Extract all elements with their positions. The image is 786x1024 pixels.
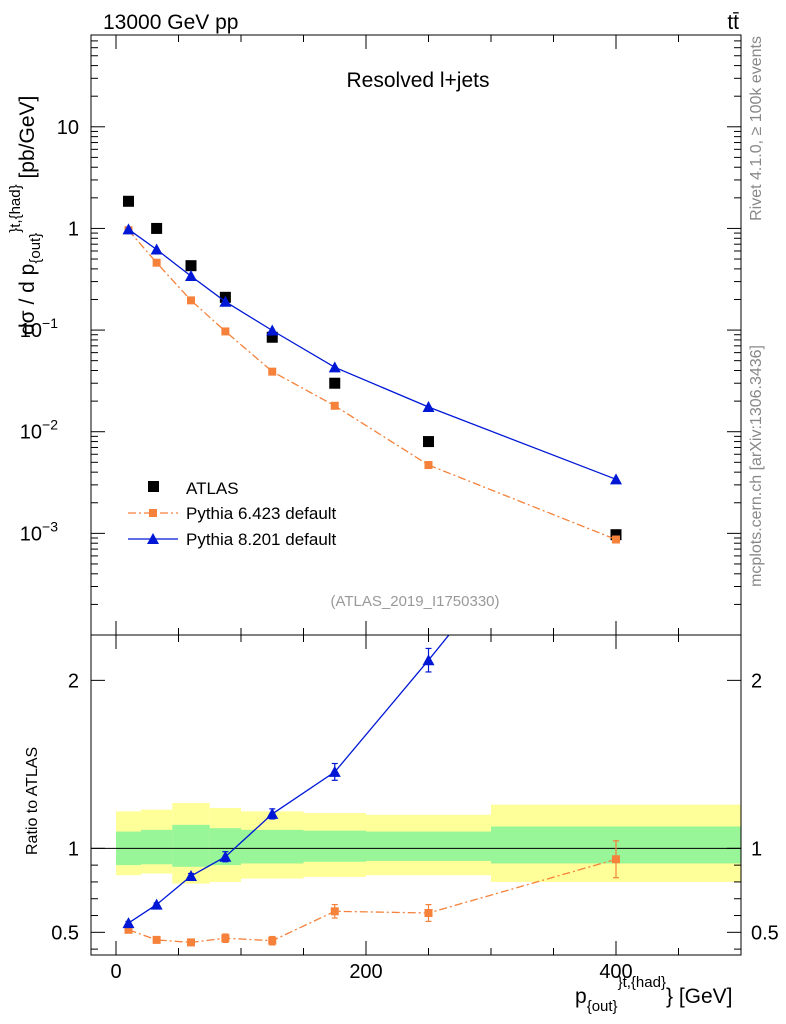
main-y-tick-label: 1 bbox=[68, 218, 79, 240]
main-point-py8 bbox=[610, 473, 622, 485]
main-y-tick-label: 10 bbox=[57, 117, 79, 139]
main-point-py6 bbox=[221, 327, 230, 336]
main-y-ticks: 10 1 10−1 10−2 10−3 bbox=[20, 34, 741, 636]
ratio-point-py8 bbox=[328, 765, 341, 777]
main-point-py8 bbox=[122, 223, 135, 235]
main-series-line-1 bbox=[128, 229, 617, 541]
main-point-py8 bbox=[219, 295, 232, 307]
main-y-tick-label: 10−3 bbox=[20, 518, 58, 545]
rivet-version-label: Rivet 4.1.0, ≥ 100k events bbox=[748, 36, 765, 221]
ratio-y-tick-label-right: 2 bbox=[751, 670, 762, 692]
mcplots-label: mcplots.cern.ch [arXiv:1306.3436] bbox=[748, 345, 765, 587]
ratio-point-py8 bbox=[266, 807, 279, 819]
header-left-label: 13000 GeV pp bbox=[103, 11, 238, 34]
main-point-atlas bbox=[610, 529, 622, 541]
main-series-layer bbox=[122, 195, 622, 544]
legend-py6-label: Pythia 6.423 default bbox=[186, 504, 337, 523]
ratio-point-py8 bbox=[219, 850, 232, 862]
main-point-atlas bbox=[123, 195, 134, 207]
ratio-stat-band-1 bbox=[141, 829, 173, 865]
main-point-atlas bbox=[151, 222, 163, 234]
legend-py8-label: Pythia 8.201 default bbox=[186, 530, 337, 549]
legend-py6-marker bbox=[149, 509, 157, 517]
header-right-label: tt̄ bbox=[727, 11, 739, 34]
ratio-point-py6 bbox=[187, 938, 195, 947]
ratio-point-py6 bbox=[612, 855, 620, 864]
ratio-point-py6 bbox=[330, 907, 339, 916]
main-series-line-2 bbox=[128, 228, 617, 480]
ratio-point-py6 bbox=[124, 925, 133, 934]
legend-atlas-marker bbox=[148, 481, 159, 492]
ratio-bands-layer bbox=[116, 802, 741, 884]
ratio-stat-band-6 bbox=[366, 831, 491, 861]
ratio-y-tick-label: 1 bbox=[68, 838, 79, 860]
ratio-point-py8 bbox=[422, 654, 435, 666]
main-point-atlas bbox=[266, 331, 278, 343]
main-point-py8 bbox=[422, 401, 435, 413]
ratio-series-line-1 bbox=[128, 635, 450, 924]
ratio-y-tick-label: 0.5 bbox=[51, 922, 79, 944]
main-point-py8 bbox=[266, 324, 279, 336]
main-panel-title: Resolved l+jets bbox=[347, 69, 490, 92]
x-tick-label: 200 bbox=[349, 961, 382, 983]
ratio-stat-band-2 bbox=[172, 824, 210, 867]
ratio-stat-band-4 bbox=[241, 829, 304, 864]
ratio-ticks: 0.5 0.5 1 1 2 2 0 200 400 bbox=[51, 35, 779, 983]
ratio-point-py6 bbox=[152, 935, 161, 944]
ratio-point-py8 bbox=[150, 898, 163, 910]
main-y-axis-label: dσ / d p{out}}t,{had} [pb/GeV] bbox=[7, 96, 44, 335]
main-point-atlas bbox=[329, 377, 341, 389]
ratio-series-layer bbox=[122, 422, 622, 947]
legend: ATLAS Pythia 6.423 default Pythia 8.201 … bbox=[128, 479, 337, 549]
main-point-py8 bbox=[150, 243, 163, 255]
main-point-py6 bbox=[268, 367, 277, 376]
main-y-tick-label: 10−2 bbox=[20, 417, 58, 444]
ratio-y-axis-label: Ratio to ATLAS bbox=[24, 747, 41, 855]
ratio-point-py8 bbox=[185, 870, 197, 882]
ratio-y-tick-label-right: 1 bbox=[751, 838, 762, 860]
ratio-series-line-0 bbox=[128, 858, 617, 944]
main-point-py6 bbox=[187, 296, 195, 305]
main-point-py6 bbox=[424, 461, 433, 470]
ratio-point-py6 bbox=[424, 909, 433, 918]
legend-atlas-label: ATLAS bbox=[186, 479, 239, 498]
main-point-py6 bbox=[612, 535, 620, 544]
ratio-point-py6 bbox=[221, 934, 230, 943]
ratio-y-tick-label-right: 0.5 bbox=[751, 922, 779, 944]
main-point-py8 bbox=[185, 270, 197, 282]
ratio-point-py8 bbox=[610, 422, 622, 433]
main-point-atlas bbox=[185, 260, 197, 272]
main-point-py6 bbox=[330, 401, 339, 410]
x-tick-label: 0 bbox=[110, 961, 121, 983]
ratio-panel-frame bbox=[90, 634, 742, 956]
ratio-stat-band-5 bbox=[303, 830, 366, 862]
ratio-y-tick-label: 2 bbox=[68, 670, 79, 692]
main-y-tick-label: 10−1 bbox=[20, 315, 58, 342]
x-tick-label: 400 bbox=[599, 961, 632, 983]
main-point-py8 bbox=[328, 361, 341, 373]
main-panel-watermark: (ATLAS_2019_I1750330) bbox=[330, 593, 499, 610]
legend-py8-marker bbox=[147, 533, 159, 544]
ratio-point-py6 bbox=[268, 936, 277, 945]
main-point-py6 bbox=[152, 258, 161, 267]
ratio-point-py8 bbox=[122, 917, 135, 929]
main-point-atlas bbox=[423, 436, 434, 448]
